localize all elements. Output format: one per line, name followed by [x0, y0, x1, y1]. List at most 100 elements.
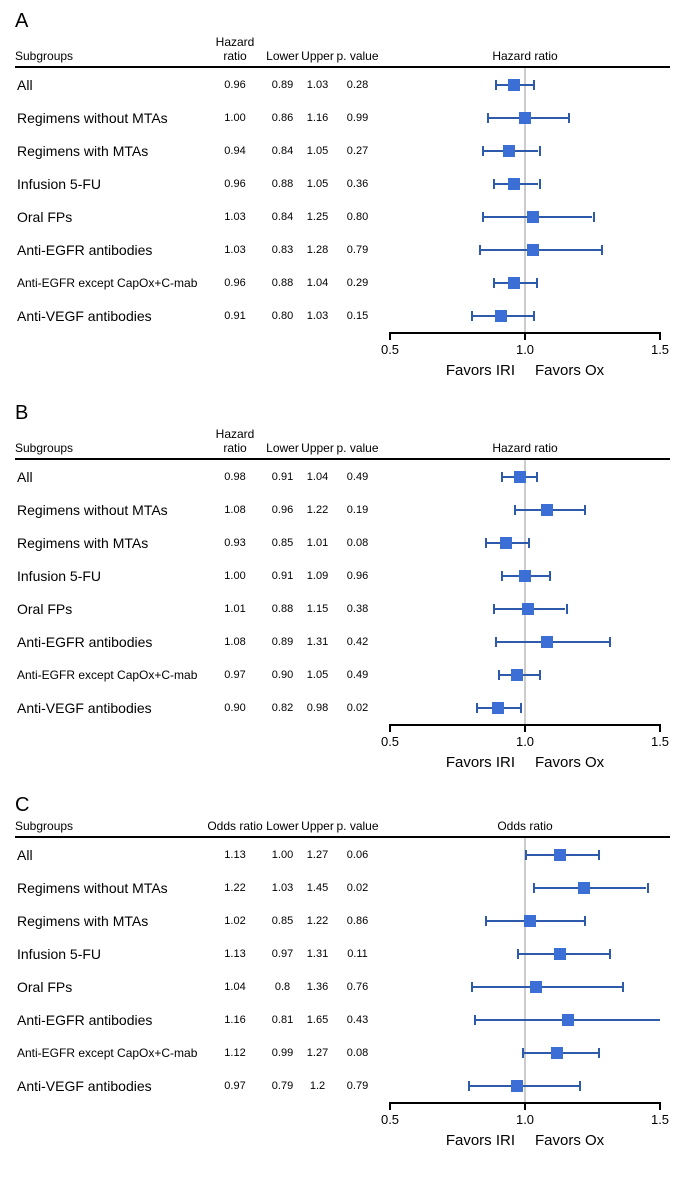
plot-area	[390, 1036, 660, 1069]
data-row: Infusion 5-FU0.960.881.050.36	[15, 167, 670, 200]
point-estimate	[527, 244, 539, 256]
ci-cap-right	[647, 883, 649, 893]
header-plot: Odds ratio	[380, 819, 670, 833]
cell-pvalue: 0.36	[335, 178, 380, 190]
ci-cap-left	[468, 1081, 470, 1091]
cell-pvalue: 0.28	[335, 79, 380, 91]
plot-cell	[380, 299, 670, 332]
cell-pvalue: 0.86	[335, 915, 380, 927]
plot-area	[390, 1003, 660, 1036]
ci-cap-left	[517, 949, 519, 959]
axis-area: 0.51.01.5Favors IRIFavors Ox	[380, 332, 670, 387]
plot-area	[390, 299, 660, 332]
subgroup-label: Oral FPs	[15, 601, 205, 617]
cell-lower: 0.99	[265, 1047, 300, 1059]
plot-area	[390, 937, 660, 970]
ci-cap-right	[528, 538, 530, 548]
axis-tick	[524, 1102, 526, 1110]
ci-cap-right	[520, 703, 522, 713]
data-row: Regimens without MTAs1.000.861.160.99	[15, 101, 670, 134]
cell-ratio: 1.02	[205, 915, 265, 927]
plot-cell	[380, 592, 670, 625]
axis-row: 0.51.01.5Favors IRIFavors Ox	[15, 724, 670, 779]
header-row: Subgroups Odds ratio Lower Upper p. valu…	[15, 819, 670, 838]
ci-cap-left	[482, 212, 484, 222]
favor-left-label: Favors IRI	[446, 1132, 525, 1149]
point-estimate	[511, 669, 523, 681]
cell-upper: 1.65	[300, 1014, 335, 1026]
cell-pvalue: 0.11	[335, 948, 380, 960]
cell-lower: 0.86	[265, 112, 300, 124]
subgroup-label: Anti-EGFR except CapOx+C-mab	[15, 276, 205, 290]
subgroup-label: Anti-EGFR except CapOx+C-mab	[15, 1046, 205, 1060]
cell-pvalue: 0.19	[335, 504, 380, 516]
data-row: Regimens with MTAs1.020.851.220.86	[15, 904, 670, 937]
ci-cap-left	[493, 278, 495, 288]
subgroup-label: All	[15, 469, 205, 485]
favor-right-label: Favors Ox	[525, 754, 604, 771]
point-estimate	[495, 310, 507, 322]
axis-tick-label: 0.5	[381, 342, 399, 357]
plot-cell	[380, 526, 670, 559]
cell-lower: 1.03	[265, 882, 300, 894]
reference-line	[524, 871, 526, 904]
ci-cap-right	[549, 571, 551, 581]
cell-ratio: 1.13	[205, 948, 265, 960]
ci-cap-right	[593, 212, 595, 222]
plot-cell	[380, 625, 670, 658]
cell-ratio: 0.97	[205, 669, 265, 681]
cell-pvalue: 0.43	[335, 1014, 380, 1026]
cell-lower: 0.91	[265, 570, 300, 582]
data-row: All1.131.001.270.06	[15, 838, 670, 871]
ci-cap-left	[493, 179, 495, 189]
cell-upper: 0.98	[300, 702, 335, 714]
axis-tick	[659, 332, 661, 340]
ci-cap-right	[609, 637, 611, 647]
plot-cell	[380, 134, 670, 167]
forest-plot-panel: C Subgroups Odds ratio Lower Upper p. va…	[15, 794, 670, 1157]
cell-ratio: 1.08	[205, 636, 265, 648]
point-estimate	[524, 915, 536, 927]
data-row: Oral FPs1.040.81.360.76	[15, 970, 670, 1003]
data-row: Regimens without MTAs1.080.961.220.19	[15, 493, 670, 526]
cell-ratio: 0.91	[205, 310, 265, 322]
data-row: Anti-EGFR antibodies1.080.891.310.42	[15, 625, 670, 658]
ci-cap-left	[514, 505, 516, 515]
cell-pvalue: 0.08	[335, 537, 380, 549]
axis-tick-label: 1.0	[516, 342, 534, 357]
ci-cap-left	[482, 146, 484, 156]
header-pvalue: p. value	[335, 49, 380, 63]
cell-upper: 1.22	[300, 915, 335, 927]
favor-left-label: Favors IRI	[446, 754, 525, 771]
ci-cap-left	[501, 472, 503, 482]
cell-pvalue: 0.49	[335, 471, 380, 483]
cell-lower: 0.84	[265, 211, 300, 223]
point-estimate	[554, 948, 566, 960]
ci-cap-right	[584, 916, 586, 926]
axis-area: 0.51.01.5Favors IRIFavors Ox	[380, 724, 670, 779]
panel-label: B	[15, 402, 670, 425]
cell-pvalue: 0.96	[335, 570, 380, 582]
subgroup-label: Infusion 5-FU	[15, 568, 205, 584]
cell-ratio: 1.13	[205, 849, 265, 861]
axis-tick-label: 1.0	[516, 1112, 534, 1127]
ci-cap-left	[525, 850, 527, 860]
cell-upper: 1.31	[300, 948, 335, 960]
cell-pvalue: 0.06	[335, 849, 380, 861]
cell-upper: 1.27	[300, 849, 335, 861]
cell-lower: 0.8	[265, 981, 300, 993]
data-row: Regimens with MTAs0.940.841.050.27	[15, 134, 670, 167]
ci-cap-right	[598, 850, 600, 860]
cell-lower: 0.88	[265, 603, 300, 615]
point-estimate	[530, 981, 542, 993]
ci-cap-left	[487, 113, 489, 123]
plot-cell	[380, 101, 670, 134]
cell-lower: 0.90	[265, 669, 300, 681]
subgroup-label: All	[15, 77, 205, 93]
cell-upper: 1.16	[300, 112, 335, 124]
cell-ratio: 1.03	[205, 244, 265, 256]
ci-cap-right	[566, 604, 568, 614]
axis-area: 0.51.01.5Favors IRIFavors Ox	[380, 1102, 670, 1157]
cell-pvalue: 0.79	[335, 244, 380, 256]
axis-tick-label: 0.5	[381, 734, 399, 749]
